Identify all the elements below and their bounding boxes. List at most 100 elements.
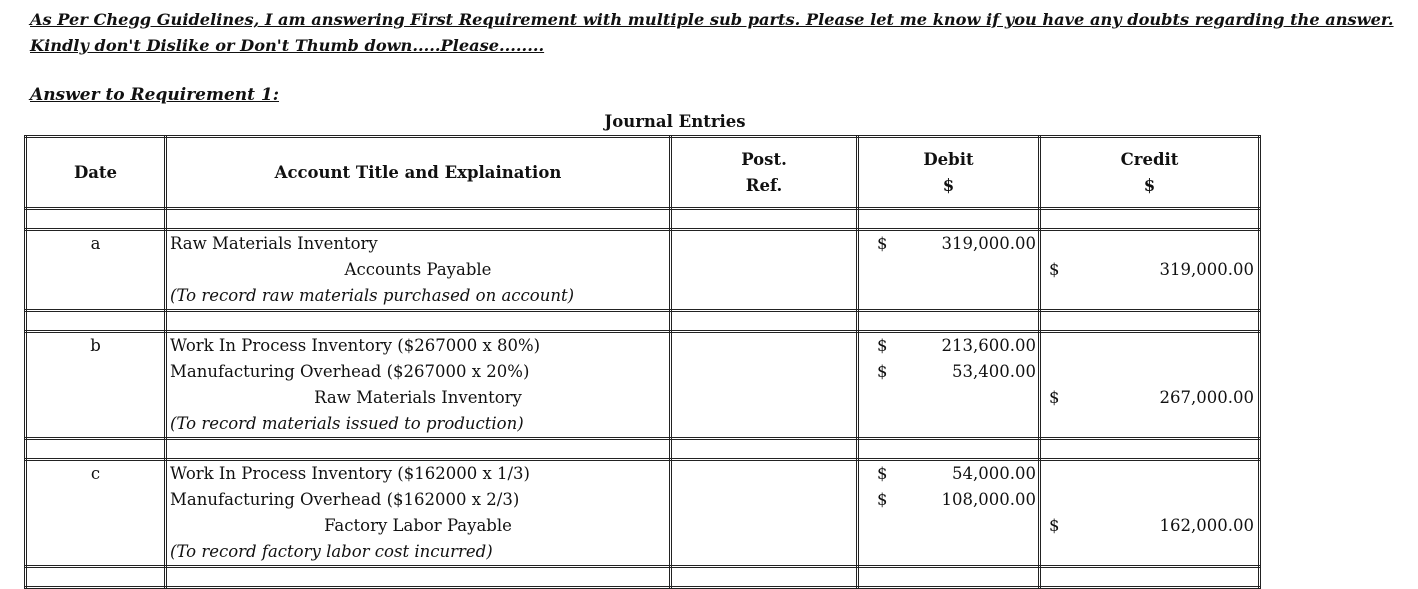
header-account: Account Title and Explaination xyxy=(164,135,672,210)
intro-note: As Per Chegg Guidelines, I am answering … xyxy=(30,10,1394,55)
table-row: c Work In Process Inventory ($162000 x 1/… xyxy=(24,458,1261,568)
debit-amount: $108,000.00 xyxy=(859,487,1038,513)
debit-value: 53,400.00 xyxy=(952,362,1036,381)
empty-cell xyxy=(164,437,672,461)
credit-amount xyxy=(1041,231,1258,257)
debit-value: 319,000.00 xyxy=(941,234,1036,253)
spacer-row xyxy=(24,309,1261,333)
credit-amount xyxy=(1041,411,1258,437)
explanation-text: (To record raw materials purchased on ac… xyxy=(170,286,575,305)
date-cell: b xyxy=(24,330,167,440)
empty-cell xyxy=(164,207,672,231)
debit-cell: $319,000.00 xyxy=(856,228,1041,312)
empty-cell xyxy=(669,437,859,461)
empty-cell xyxy=(669,207,859,231)
dollar-sign: $ xyxy=(1049,260,1060,279)
dollar-sign: $ xyxy=(877,490,888,509)
account-title: Factory Labor Payable xyxy=(324,516,512,535)
spacer-row xyxy=(24,565,1261,589)
post-ref-cell xyxy=(669,330,859,440)
table-row: b Work In Process Inventory ($267000 x 80… xyxy=(24,330,1261,440)
empty-cell xyxy=(669,309,859,333)
debit-amount: $213,600.00 xyxy=(859,333,1038,359)
explanation-text: (To record factory labor cost incurred) xyxy=(170,542,493,561)
account-cell: Work In Process Inventory ($267000 x 80%… xyxy=(164,330,672,440)
debit-cell: $54,000.00 $108,000.00 xyxy=(856,458,1041,568)
empty-cell xyxy=(669,565,859,589)
debit-label: Debit xyxy=(923,149,974,169)
dollar-sign: $ xyxy=(877,362,888,381)
credit-amount xyxy=(1041,333,1258,359)
empty-cell xyxy=(856,565,1041,589)
post-ref-cell xyxy=(669,228,859,312)
table-title: Journal Entries xyxy=(604,112,746,131)
empty-cell xyxy=(24,207,167,231)
dollar-sign: $ xyxy=(877,336,888,355)
table-row: a Raw Materials Inventory Accounts Payable… xyxy=(24,228,1261,312)
account-title: Work In Process Inventory ($267000 x 80%… xyxy=(170,336,541,355)
credit-label: Credit xyxy=(1120,149,1179,169)
header-date: Date xyxy=(24,135,167,210)
empty-cell xyxy=(856,309,1041,333)
header-row: Date Account Title and Explaination Post… xyxy=(24,135,1261,210)
debit-value: 54,000.00 xyxy=(952,464,1036,483)
empty-cell xyxy=(1038,565,1261,589)
header-credit: Credit $ xyxy=(1038,135,1261,210)
debit-amount xyxy=(859,513,1038,539)
spacer-row xyxy=(24,207,1261,231)
credit-cell: $267,000.00 xyxy=(1038,330,1261,440)
account-title: Accounts Payable xyxy=(344,260,492,279)
empty-cell xyxy=(24,565,167,589)
empty-cell xyxy=(164,565,672,589)
account-title: Work In Process Inventory ($162000 x 1/3… xyxy=(170,464,530,483)
credit-value: 162,000.00 xyxy=(1159,516,1254,535)
credit-value: 267,000.00 xyxy=(1159,388,1254,407)
dollar-sign: $ xyxy=(1049,516,1060,535)
account-title: Raw Materials Inventory xyxy=(170,234,378,253)
debit-amount xyxy=(859,283,1038,309)
empty-cell xyxy=(24,309,167,333)
credit-currency: $ xyxy=(1143,175,1156,195)
dollar-sign: $ xyxy=(877,464,888,483)
empty-cell xyxy=(1038,207,1261,231)
debit-amount: $54,000.00 xyxy=(859,461,1038,487)
requirement-heading: Answer to Requirement 1: xyxy=(30,85,280,105)
spacer-row xyxy=(24,437,1261,461)
credit-amount xyxy=(1041,539,1258,565)
debit-cell: $213,600.00 $53,400.00 xyxy=(856,330,1041,440)
debit-currency: $ xyxy=(942,175,955,195)
credit-value: 319,000.00 xyxy=(1159,260,1254,279)
credit-amount xyxy=(1041,487,1258,513)
debit-amount xyxy=(859,539,1038,565)
empty-cell xyxy=(24,437,167,461)
debit-amount xyxy=(859,411,1038,437)
debit-value: 108,000.00 xyxy=(941,490,1036,509)
post-label: Post. xyxy=(741,149,787,169)
credit-amount: $162,000.00 xyxy=(1041,513,1258,539)
credit-amount: $267,000.00 xyxy=(1041,385,1258,411)
debit-value: 213,600.00 xyxy=(941,336,1036,355)
dollar-sign: $ xyxy=(1049,388,1060,407)
account-cell: Raw Materials Inventory Accounts Payable (… xyxy=(164,228,672,312)
account-cell: Work In Process Inventory ($162000 x 1/3… xyxy=(164,458,672,568)
credit-amount xyxy=(1041,359,1258,385)
credit-cell: $319,000.00 xyxy=(1038,228,1261,312)
empty-cell xyxy=(1038,437,1261,461)
credit-amount xyxy=(1041,461,1258,487)
account-title: Raw Materials Inventory xyxy=(314,388,522,407)
ref-label: Ref. xyxy=(745,175,783,195)
credit-amount xyxy=(1041,283,1258,309)
debit-amount: $319,000.00 xyxy=(859,231,1038,257)
post-ref-cell xyxy=(669,458,859,568)
journal-table: Date Account Title and Explaination Post… xyxy=(24,135,1261,589)
account-title: Manufacturing Overhead ($162000 x 2/3) xyxy=(170,490,520,509)
explanation-text: (To record materials issued to productio… xyxy=(170,414,524,433)
debit-amount xyxy=(859,385,1038,411)
header-debit: Debit $ xyxy=(856,135,1041,210)
header-post-ref: Post. Ref. xyxy=(669,135,859,210)
account-title: Manufacturing Overhead ($267000 x 20%) xyxy=(170,362,530,381)
debit-amount xyxy=(859,257,1038,283)
date-cell: c xyxy=(24,458,167,568)
empty-cell xyxy=(164,309,672,333)
credit-amount: $319,000.00 xyxy=(1041,257,1258,283)
